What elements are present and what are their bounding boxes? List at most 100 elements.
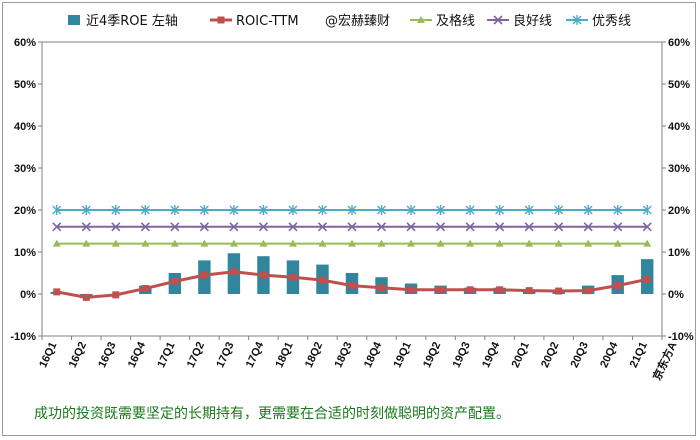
data-point bbox=[81, 222, 91, 232]
data-point bbox=[525, 287, 533, 295]
x-tick-label: 16Q2 bbox=[67, 340, 89, 369]
y-tick-label-left: 50% bbox=[14, 79, 36, 91]
data-point bbox=[170, 239, 179, 247]
chart-frame bbox=[2, 2, 696, 436]
y-tick-label-right: 20% bbox=[668, 205, 690, 217]
legend-label: 近4季ROE 左轴 bbox=[86, 14, 178, 29]
data-point bbox=[466, 286, 474, 294]
data-point bbox=[377, 239, 386, 247]
y-tick-label-right: 50% bbox=[668, 79, 690, 91]
data-point bbox=[82, 239, 91, 247]
legend-marker bbox=[217, 16, 225, 24]
x-tick-label: 20Q4 bbox=[598, 339, 621, 369]
data-point bbox=[465, 205, 475, 215]
data-point bbox=[583, 205, 593, 215]
legend-label: 及格线 bbox=[436, 13, 475, 29]
y-tick-label-left: 10% bbox=[14, 247, 36, 259]
data-point bbox=[614, 282, 622, 290]
data-point bbox=[52, 222, 62, 232]
data-point bbox=[200, 271, 208, 279]
data-point bbox=[376, 222, 387, 232]
data-point bbox=[170, 222, 180, 232]
data-point bbox=[200, 239, 209, 247]
y-tick-label-right: 30% bbox=[668, 163, 690, 175]
data-point bbox=[524, 205, 534, 215]
data-point bbox=[524, 222, 534, 232]
data-point bbox=[583, 222, 593, 232]
x-tick-label: 16Q4 bbox=[126, 339, 149, 369]
data-point bbox=[407, 239, 416, 247]
data-point bbox=[199, 205, 209, 215]
data-point bbox=[140, 222, 150, 232]
data-point bbox=[52, 205, 62, 215]
x-tick-label: 20Q3 bbox=[569, 340, 591, 369]
data-point bbox=[584, 239, 593, 247]
x-tick-label: 19Q4 bbox=[480, 339, 503, 369]
data-point bbox=[436, 239, 445, 247]
watermark: @宏赫臻财 bbox=[325, 14, 390, 29]
x-tick-label: 21Q1 bbox=[628, 340, 650, 369]
data-point bbox=[82, 293, 90, 301]
y-tick-label-right: -10% bbox=[668, 331, 694, 343]
data-point bbox=[436, 205, 446, 215]
data-point bbox=[407, 286, 415, 294]
x-tick-label: 18Q1 bbox=[273, 340, 295, 369]
y-tick-label-left: -10% bbox=[10, 331, 36, 343]
x-tick-label: 17Q3 bbox=[214, 340, 236, 369]
data-point bbox=[348, 282, 356, 290]
data-point bbox=[525, 239, 534, 247]
data-point bbox=[318, 276, 326, 284]
legend-marker bbox=[417, 16, 425, 23]
x-tick-label: 18Q3 bbox=[332, 340, 354, 369]
x-tick-label: 18Q4 bbox=[362, 339, 385, 369]
x-tick-label: 17Q4 bbox=[244, 339, 267, 369]
data-point bbox=[141, 239, 150, 247]
data-point bbox=[111, 222, 121, 232]
x-tick-label: 17Q1 bbox=[155, 340, 177, 369]
legend-label: 优秀线 bbox=[592, 14, 631, 29]
data-point bbox=[555, 287, 563, 295]
footer-note: 成功的投资既需要坚定的长期持有，更需要在合适的时刻做聪明的资产配置。 bbox=[34, 406, 510, 422]
x-tick-label: 16Q3 bbox=[96, 340, 118, 369]
data-point bbox=[317, 222, 328, 232]
data-point bbox=[140, 205, 150, 215]
data-point bbox=[642, 222, 652, 232]
y-tick-label-left: 0% bbox=[20, 289, 36, 301]
data-point bbox=[229, 205, 239, 215]
data-point bbox=[347, 222, 357, 232]
data-point bbox=[642, 205, 652, 215]
data-point bbox=[259, 271, 267, 279]
data-point bbox=[643, 275, 651, 283]
y-tick-label-right: 10% bbox=[668, 247, 690, 259]
y-tick-label-right: 0% bbox=[668, 289, 684, 301]
data-point bbox=[378, 284, 386, 292]
data-point bbox=[406, 222, 416, 232]
data-point bbox=[53, 288, 61, 296]
data-point bbox=[112, 291, 120, 299]
data-point bbox=[288, 222, 298, 232]
data-point bbox=[554, 239, 563, 247]
data-point bbox=[377, 205, 387, 215]
data-point bbox=[258, 205, 268, 215]
y-tick-label-right: 60% bbox=[668, 37, 690, 49]
x-tick-label: 20Q2 bbox=[539, 340, 561, 369]
data-point bbox=[171, 277, 179, 285]
data-point bbox=[170, 205, 180, 215]
x-tick-label: 16Q1 bbox=[37, 340, 59, 369]
y-tick-label-right: 40% bbox=[668, 121, 690, 133]
data-point bbox=[52, 239, 61, 247]
data-point bbox=[406, 205, 416, 215]
company-label: 京东方A bbox=[649, 339, 679, 382]
data-point bbox=[554, 205, 564, 215]
data-point bbox=[199, 222, 209, 232]
data-point bbox=[465, 222, 475, 232]
data-point bbox=[584, 287, 592, 295]
x-tick-label: 19Q1 bbox=[392, 340, 414, 369]
data-point bbox=[437, 286, 445, 294]
x-tick-label: 18Q2 bbox=[303, 340, 325, 369]
data-point bbox=[496, 286, 504, 294]
data-point bbox=[318, 239, 327, 247]
y-tick-label-left: 60% bbox=[14, 37, 36, 49]
y-tick-label-left: 40% bbox=[14, 121, 36, 133]
